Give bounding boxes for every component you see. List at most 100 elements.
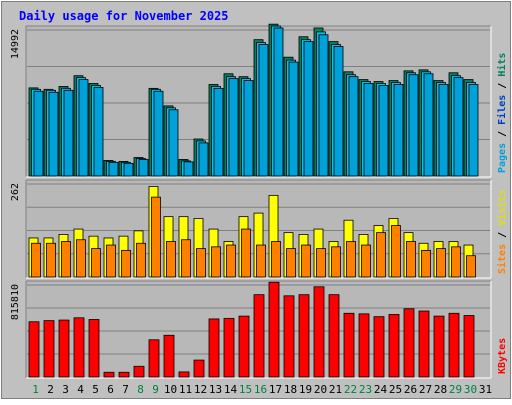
x-tick-label-day-10: 10	[164, 383, 177, 396]
x-tick-label-day-1: 1	[32, 383, 39, 396]
x-tick-label-day-4: 4	[77, 383, 84, 396]
bar-sites-day-23	[361, 244, 371, 278]
bar-pages-day-17	[273, 27, 284, 177]
bar-kbytes-day-5	[88, 319, 100, 378]
bar-kbytes-day-1	[28, 321, 40, 378]
x-tick-label-day-3: 3	[62, 383, 69, 396]
bar-sites-day-6	[106, 244, 116, 278]
bar-kbytes-day-19	[298, 294, 310, 378]
x-tick-label-day-2: 2	[47, 383, 54, 396]
bar-kbytes-day-25	[388, 314, 400, 378]
bar-sites-day-7	[121, 249, 131, 278]
bar-sites-day-2	[46, 242, 56, 278]
bar-kbytes-day-3	[58, 319, 70, 378]
bar-kbytes-day-21	[328, 294, 340, 378]
legend-entry-hits: Hits	[496, 53, 508, 77]
x-tick-label-day-28: 28	[434, 383, 447, 396]
panel-visits: 262 Sites / Visits	[10, 179, 508, 279]
bar-pages-day-18	[288, 61, 299, 177]
x-tick-label-day-22: 22	[344, 383, 357, 396]
bar-kbytes-day-6	[103, 371, 115, 378]
x-tick-label-day-25: 25	[389, 383, 402, 396]
legend-entry-pages: Pages	[497, 143, 508, 173]
bar-sites-day-11	[181, 239, 191, 278]
x-tick-label-day-17: 17	[269, 383, 282, 396]
x-tick-label-day-24: 24	[374, 383, 388, 396]
bar-kbytes-day-11	[178, 371, 190, 378]
bar-kbytes-day-10	[163, 334, 175, 378]
x-axis-day-labels: 1 2 3 4 5 6 7 8 9 10 11 12 13 14 15 16 17 18 19 20 21 22 23 24 2…	[32, 383, 492, 396]
bar-pages-day-10	[168, 109, 179, 177]
bar-kbytes-day-29	[448, 312, 460, 378]
panel-kbytes-max-label: 815810	[10, 284, 21, 320]
bar-pages-day-26	[408, 74, 419, 177]
bar-kbytes-day-20	[313, 286, 325, 378]
x-tick-label-day-14: 14	[224, 383, 238, 396]
bar-pages-day-5	[93, 86, 104, 177]
bar-pages-day-16	[258, 44, 269, 177]
legend-separator: /	[497, 226, 508, 244]
bar-pages-day-23	[363, 83, 374, 177]
chart-title: Daily usage for November 2025	[19, 9, 229, 23]
bar-pages-day-3	[63, 89, 74, 177]
bar-kbytes-day-18	[283, 295, 295, 378]
panel-visits-side-legend: Sites / Visits	[496, 190, 508, 274]
bar-kbytes-day-15	[238, 315, 250, 378]
x-tick-label-day-27: 27	[419, 383, 432, 396]
bar-pages-day-7	[123, 162, 134, 177]
x-tick-label-day-13: 13	[209, 383, 222, 396]
bar-sites-day-20	[316, 248, 326, 278]
bar-pages-day-4	[78, 79, 89, 177]
legend-entry-files: Files	[496, 95, 508, 125]
bar-kbytes-day-7	[118, 371, 130, 378]
bar-sites-day-26	[406, 241, 416, 278]
bar-pages-day-8	[138, 159, 149, 177]
bar-kbytes-day-27	[418, 310, 430, 378]
bar-sites-day-29	[451, 246, 461, 278]
bar-sites-day-13	[211, 246, 221, 278]
x-tick-label-day-18: 18	[284, 383, 297, 396]
bar-kbytes-day-12	[193, 359, 205, 378]
bar-kbytes-day-26	[403, 308, 415, 378]
bar-sites-day-12	[196, 248, 206, 278]
bar-sites-day-17	[271, 241, 281, 278]
bar-pages-day-13	[213, 87, 224, 177]
chart-panels: 14992 Pages / Files / Hits 262 Sites / Visi…	[10, 23, 508, 379]
panel-hits-max-label: 14992	[10, 29, 21, 59]
bar-kbytes-day-16	[253, 294, 265, 378]
bar-sites-day-18	[286, 248, 296, 278]
panel-hits-side-legend: Pages / Files / Hits	[496, 53, 508, 173]
x-tick-label-day-7: 7	[122, 383, 129, 396]
bar-kbytes-day-24	[373, 316, 385, 378]
legend-entry-kbytes: KBytes	[497, 338, 508, 374]
bar-pages-day-21	[333, 46, 344, 177]
bar-sites-day-21	[331, 246, 341, 278]
legend-separator: /	[497, 125, 508, 143]
x-tick-label-day-9: 9	[152, 383, 159, 396]
bar-sites-day-25	[391, 225, 401, 278]
bar-kbytes-day-9	[148, 339, 160, 378]
bar-kbytes-day-4	[73, 317, 85, 378]
bar-sites-day-15	[241, 228, 251, 278]
bar-pages-day-11	[183, 161, 194, 177]
bar-kbytes-day-14	[223, 317, 235, 378]
bar-pages-day-29	[453, 77, 464, 177]
bar-sites-day-14	[226, 244, 236, 278]
bar-kbytes-day-30	[463, 315, 475, 378]
x-tick-label-day-16: 16	[254, 383, 267, 396]
x-tick-label-day-23: 23	[359, 383, 372, 396]
bar-pages-day-14	[228, 78, 239, 177]
panel-kbytes-side-legend: KBytes	[497, 338, 508, 374]
bar-kbytes-day-8	[133, 365, 145, 378]
bar-pages-day-22	[348, 76, 359, 177]
x-tick-label-day-6: 6	[107, 383, 114, 396]
bar-sites-day-28	[436, 248, 446, 278]
legend-entry-visits: Visits	[496, 190, 508, 226]
bar-pages-day-2	[48, 91, 59, 177]
x-tick-label-day-19: 19	[299, 383, 312, 396]
x-tick-label-day-15: 15	[239, 383, 252, 396]
bar-sites-day-4	[76, 239, 86, 278]
bar-pages-day-28	[438, 84, 449, 177]
